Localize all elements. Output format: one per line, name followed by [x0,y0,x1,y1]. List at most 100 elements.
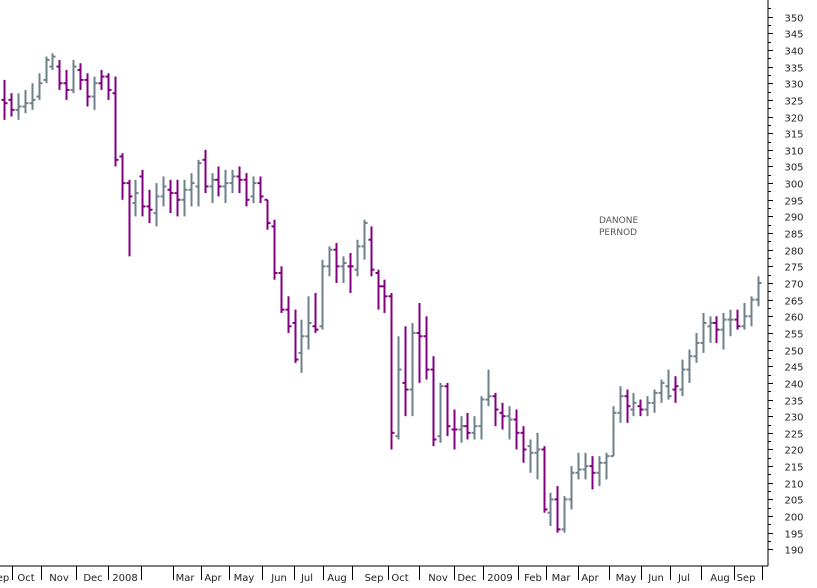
ohlc-bar [91,76,98,110]
x-tick-label: Jul [300,573,313,584]
ohlc-bar [644,396,651,417]
ohlc-bar [236,166,243,194]
x-tick-label: Sep [737,573,756,584]
ohlc-bar [637,399,644,417]
ohlc-bar [527,439,534,473]
ohlc-bar [630,392,637,417]
x-axis-ticks: ep Oct Nov Dec 2008 Mar Apr May Jun Jul Aug Sep Oct N… [0,566,763,584]
x-tick-label: Nov [428,573,448,584]
y-tick-label: 215 [784,463,803,474]
y-tick-label: 235 [784,397,803,408]
y-tick-label: 245 [784,363,803,374]
y-tick-label: 350 [784,14,803,25]
ohlc-bar [561,496,568,533]
ohlc-bar [98,69,105,90]
y-tick-label: 265 [784,297,803,308]
ohlc-bar [15,93,22,120]
y-tick-label: 285 [784,230,803,241]
price-bars [1,53,762,533]
ohlc-bar [361,219,368,260]
ohlc-bar [624,389,631,423]
y-tick-label: 260 [784,313,803,324]
y-tick-label: 290 [784,213,803,224]
ohlc-bar [520,426,527,463]
y-tick-label: 335 [784,64,803,75]
ohlc-bar [402,326,409,417]
ohlc-bar [665,369,672,400]
ohlc-bar [153,183,160,227]
ohlc-bar [492,392,499,427]
ohlc-bar [748,296,755,327]
y-tick-label: 275 [784,263,803,274]
ohlc-bar [430,356,437,447]
y-axis-ticks: 190 195 200 205 210 215 220 225 230 235 240 245 250 2… [768,8,804,557]
ohlc-bar [686,349,693,383]
ohlc-bar [451,409,458,450]
y-tick-label: 280 [784,247,803,258]
x-tick-label: Jun [270,573,287,584]
ohlc-bar [167,179,174,214]
y-tick-label: 195 [784,530,803,541]
ohlc-bar [693,332,700,363]
x-tick-label: ep [0,573,9,584]
y-tick-label: 205 [784,496,803,507]
y-tick-label: 300 [784,180,803,191]
ohlc-bar [499,402,506,430]
ohlc-bar [541,446,548,513]
x-tick-label: May [616,573,637,584]
ohlc-bar [651,389,658,413]
x-tick-label: Aug [327,573,347,584]
ohlc-bar [271,219,278,280]
y-tick-label: 305 [784,163,803,174]
x-tick-label: Jun [647,573,664,584]
y-tick-label: 230 [784,413,803,424]
y-tick-label: 225 [784,430,803,441]
ohlc-bar [257,176,264,204]
ohlc-bar [554,486,561,533]
ohlc-bar [485,369,492,407]
ohlc-bar [70,59,77,94]
y-tick-label: 200 [784,513,803,524]
ohlc-bar [437,382,444,443]
x-tick-label: 2009 [487,573,512,584]
ohlc-bar [381,279,388,313]
ohlc-bar [423,316,430,380]
x-tick-label: Apr [581,573,599,584]
ohlc-bar [63,69,70,100]
ohlc-bar [409,322,416,417]
ohlc-bar [672,376,679,403]
legend: DANONE PERNOD [599,216,638,238]
x-tick-label: Mar [552,573,572,584]
x-tick-label: Mar [176,573,196,584]
ohlc-bar [126,179,133,257]
ohlc-bar [22,89,29,114]
ohlc-bar [278,266,285,313]
ohlc-bar [444,382,451,437]
y-tick-label: 210 [784,480,803,491]
ohlc-bar [112,76,119,167]
ohlc-bar [610,406,617,458]
ohlc-bar [105,73,112,100]
ohlc-bar [679,359,686,397]
y-tick-label: 240 [784,380,803,391]
ohlc-bar [720,312,727,350]
ohlc-bar [388,292,395,450]
x-tick-label: May [234,573,255,584]
ohlc-bar [471,416,478,440]
ohlc-bar [416,302,423,383]
ohlc-bar [209,173,216,204]
ohlc-bar [215,166,222,197]
ohlc-bar [36,73,43,100]
ohlc-bar [741,302,748,330]
ohlc-bar [333,243,340,283]
ohlc-bar [707,316,714,343]
ohlc-bar [292,309,299,363]
x-tick-label: 2008 [112,573,137,584]
ohlc-bar [340,256,347,283]
x-tick-label: Oct [391,573,408,584]
ohlc-bar [160,176,167,207]
x-tick-label: Dec [457,573,476,584]
y-tick-label: 315 [784,130,803,141]
ohlc-bar [326,246,333,277]
